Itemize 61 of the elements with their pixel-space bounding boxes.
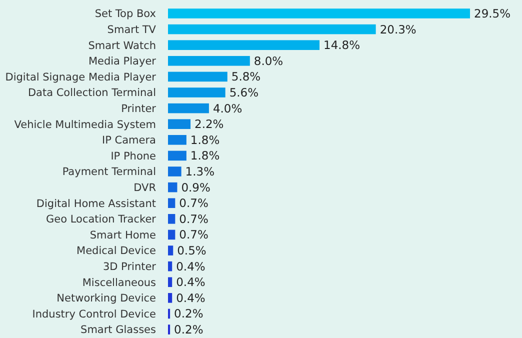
data-label: 4.0% (212, 101, 242, 116)
y-tick-label: IP Phone (110, 150, 156, 162)
bar (168, 119, 191, 129)
data-label: 0.5% (177, 244, 206, 258)
y-tick-label: Vehicle Multimedia System (14, 118, 156, 131)
data-label: 8.0% (254, 54, 284, 68)
bar (168, 198, 176, 208)
y-tick-label: Data Collection Terminal (28, 87, 156, 100)
y-tick-label: DVR (134, 182, 156, 194)
y-tick-label: Miscellaneous (82, 276, 156, 289)
y-tick-label: 3D Printer (102, 260, 157, 273)
y-tick-label: IP Camera (102, 134, 156, 147)
bar (168, 8, 470, 18)
bar (168, 88, 226, 98)
bar (168, 134, 186, 145)
data-label: 5.6% (229, 86, 259, 100)
y-tick-label: Set Top Box (94, 8, 156, 20)
data-label: 1.3% (185, 164, 215, 179)
data-label: 0.4% (176, 275, 206, 290)
y-tick-label: Medical Device (76, 245, 156, 258)
y-tick-label: Industry Control Device (32, 308, 156, 320)
data-label: 2.2% (194, 117, 224, 132)
bar (168, 277, 172, 288)
data-label: 14.8% (324, 38, 360, 52)
data-label: 0.4% (176, 290, 206, 305)
y-tick-label: Networking Device (56, 292, 156, 305)
bar (168, 40, 320, 50)
data-label: 0.7% (179, 196, 208, 210)
data-label: 0.9% (181, 180, 210, 194)
y-tick-label: Smart TV (107, 24, 157, 36)
data-label: 1.8% (190, 148, 220, 163)
bar (168, 214, 176, 224)
bar (168, 246, 174, 256)
y-tick-label: Smart Glasses (80, 324, 156, 336)
bar (168, 56, 250, 66)
data-label: 20.3% (380, 22, 416, 36)
y-tick-label: Smart Watch (88, 40, 156, 52)
y-tick-label: Printer (121, 102, 157, 115)
data-label: 0.7% (179, 212, 208, 226)
bar (168, 261, 172, 272)
data-label: 0.2% (174, 306, 204, 321)
y-tick-label: Digital Signage Media Player (5, 71, 157, 84)
bar (168, 103, 209, 114)
bar (168, 24, 376, 34)
bar (168, 150, 186, 161)
bar (168, 72, 228, 82)
data-label: 29.5% (474, 6, 511, 21)
bar (168, 230, 176, 240)
data-label: 0.7% (179, 228, 208, 242)
data-label: 5.8% (231, 70, 261, 84)
data-label: 0.4% (176, 259, 206, 274)
bar (168, 166, 182, 176)
bar (168, 182, 178, 192)
y-tick-label: Payment Terminal (62, 166, 156, 178)
data-label: 0.2% (174, 322, 204, 337)
y-tick-label: Media Player (88, 56, 157, 68)
bar (168, 293, 172, 303)
y-tick-label: Smart Home (90, 229, 156, 242)
y-tick-label: Digital Home Assistant (36, 198, 156, 210)
data-label: 1.8% (190, 132, 220, 147)
y-tick-label: Geo Location Tracker (46, 214, 157, 226)
